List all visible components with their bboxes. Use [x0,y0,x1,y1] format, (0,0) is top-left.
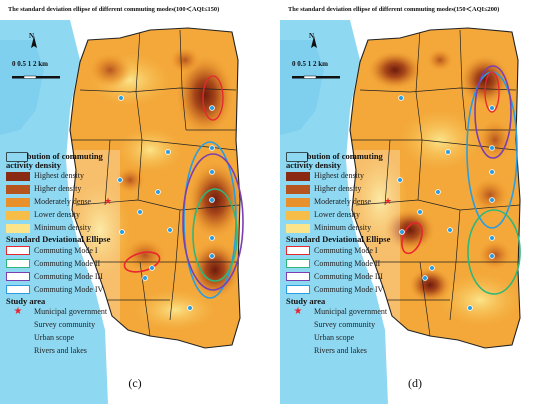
legend-ellipse-item: Commuting Mode II [286,258,436,270]
legend-density-item: Moderately dense [6,196,156,208]
map-canvas-c: ★ [0,20,244,404]
legend-study-item: Rivers and lakes [286,153,436,357]
water-icon [6,153,30,356]
panel-caption: (c) [128,376,142,390]
panel-caption: (d) [408,376,422,390]
survey-points [117,95,215,311]
map-canvas-d: ★ [280,20,521,404]
legend-study-item: Survey community [6,153,156,331]
legend-study-item: Rivers and lakes [6,153,156,357]
ellipse-mode-ii [192,188,238,282]
swatch-moderate [6,197,30,207]
swatch-highest [286,171,310,181]
panel-title: The standard deviation ellipse of differ… [8,6,220,13]
ellipse-mode-ii [467,209,521,295]
legend-density-item: Minimum density [286,222,436,234]
scale-label: 0 0.5 1 2 km [292,60,328,68]
legend-ellipse-item: Commuting Mode I [286,245,436,257]
legend-density-item: Lower density [286,209,436,221]
map-panel-d: ★ The standard deviation ellipse of diff… [280,0,550,404]
legend-ellipse-item: Commuting Mode II [6,258,156,270]
swatch-mode-i [286,246,310,255]
urban-scope-boundary [69,27,241,349]
urban-scope-icon [286,152,310,343]
legend-density-item: Moderately dense [286,196,436,208]
swatch-mode-ii [286,259,310,268]
legend-ellipse-item: Commuting Mode III [6,271,156,283]
legend-density-item: Lower density [6,209,156,221]
swatch-mode-iii [286,272,310,281]
ellipse-mode-iii [474,65,512,159]
panel-title: The standard deviation ellipse of differ… [288,6,500,13]
north-arrow-icon [311,36,317,48]
legend-density-heading: Distribution of commuting activity densi… [6,151,103,170]
ellipse-mode-i-north [484,71,500,113]
swatch-mode-ii [6,259,30,268]
survey-points [397,95,495,311]
legend-density-item: Higher density [286,183,436,195]
legend-density-item: Highest density [286,170,436,182]
legend-ellipse-item: Commuting Mode I [6,245,156,257]
swatch-higher [6,184,30,194]
swatch-lower [286,210,310,220]
north-arrow-icon [31,36,37,48]
north-label: N [309,32,315,40]
swatch-highest [6,171,30,181]
map-panel-c: ★ The standard deviation ellipse of diff… [0,0,270,404]
urban-scope-boundary [349,27,521,349]
survey-point-icon [6,153,30,330]
legend: Distribution of commuting activity densi… [6,152,156,358]
legend-ellipse-heading: Standard Deviational Ellipse [286,234,391,244]
district-boundaries [70,29,240,337]
legend-study-heading: Study area [286,295,326,306]
ellipse-mode-i [401,221,423,255]
district-boundaries [350,29,520,337]
legend: Distribution of commuting activity densi… [286,152,436,358]
scale-bar [292,75,340,79]
municipal-government-star: ★ [384,196,392,206]
water-icon [286,153,310,356]
ellipse-mode-i [123,251,161,273]
legend-study-item: ★ Municipal government [286,306,436,318]
ellipse-mode-i-north [202,75,224,121]
survey-point-icon [286,153,310,330]
swatch-lower [6,210,30,220]
swatch-mode-i [6,246,30,255]
legend-study-item: ★ Municipal government [6,306,156,318]
legend-density-heading: Distribution of commuting activity densi… [286,151,383,170]
swatch-higher [286,184,310,194]
legend-ellipse-heading: Standard Deviational Ellipse [6,234,111,244]
north-label: N [29,32,35,40]
legend-ellipse-item: Commuting Mode IV [6,284,156,296]
legend-density-item: Minimum density [6,222,156,234]
urban-scope-icon [6,152,30,343]
swatch-minimum [6,223,30,233]
scale-bar [12,75,60,79]
legend-study-item: Urban scope [286,152,436,344]
density-surface [70,28,240,348]
lake-area [280,40,324,135]
swatch-mode-iii [6,272,30,281]
legend-ellipse-item: Commuting Mode IV [286,284,436,296]
legend-study-heading: Study area [6,295,46,306]
red-star-icon: ★ [293,306,303,317]
swatch-mode-iv [6,285,30,294]
legend-study-item: Urban scope [6,152,156,344]
red-star-icon: ★ [13,306,23,317]
legend-density-item: Highest density [6,170,156,182]
swatch-minimum [286,223,310,233]
swatch-mode-iv [286,285,310,294]
swatch-moderate [286,197,310,207]
legend-ellipse-item: Commuting Mode III [286,271,436,283]
legend-study-item: Survey community [286,153,436,331]
ellipse-mode-iii [182,153,244,291]
scale-label: 0 0.5 1 2 km [12,60,48,68]
municipal-government-star: ★ [104,196,112,206]
legend-density-item: Higher density [6,183,156,195]
lake-area [0,40,44,135]
